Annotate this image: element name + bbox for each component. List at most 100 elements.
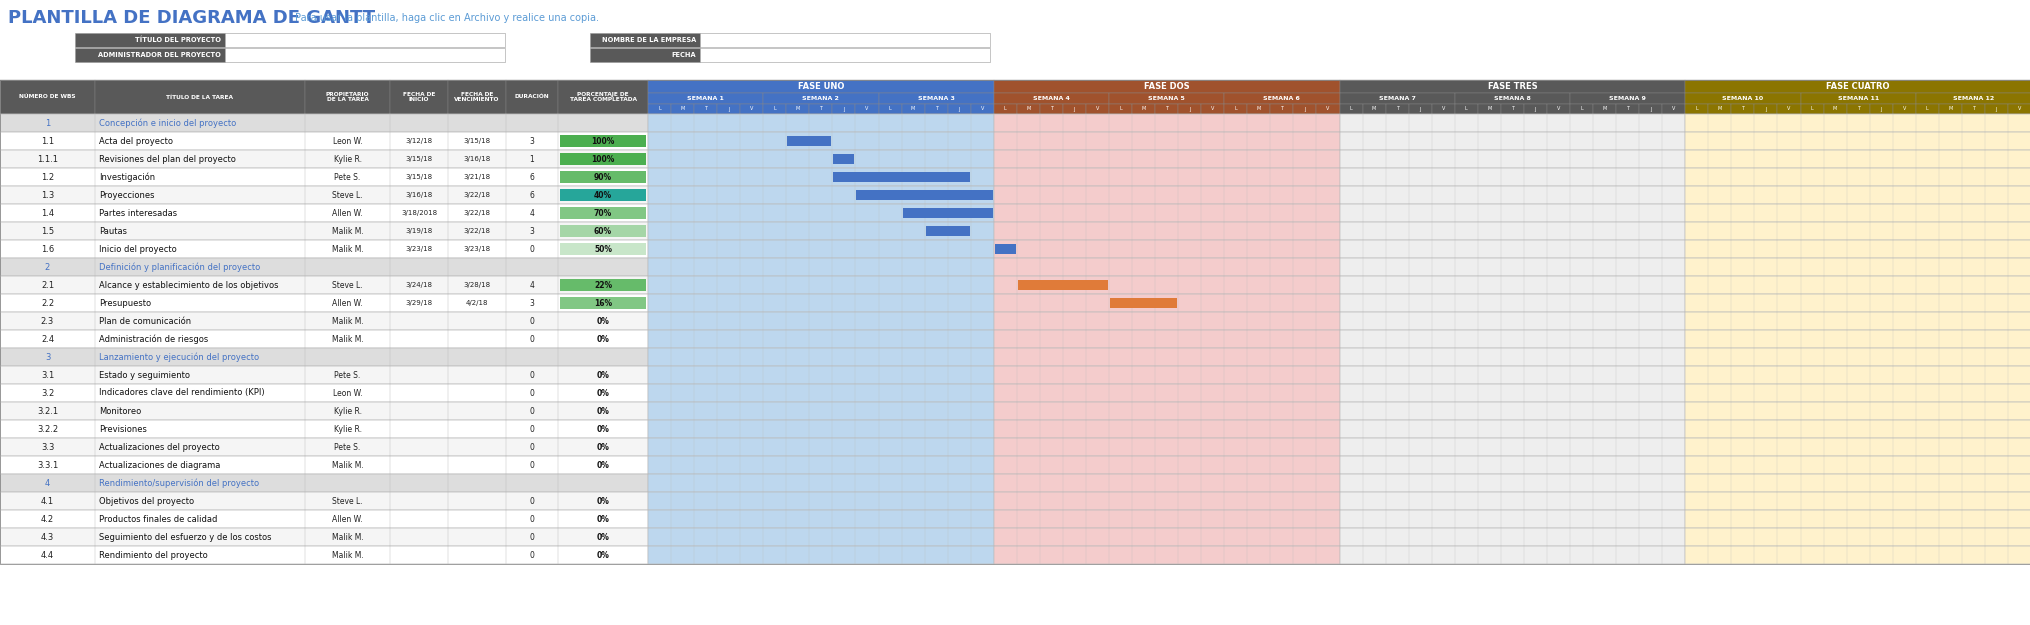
Text: Objetivos del proyecto: Objetivos del proyecto (99, 496, 195, 506)
FancyBboxPatch shape (1685, 80, 2030, 93)
FancyBboxPatch shape (1730, 104, 1754, 114)
FancyBboxPatch shape (1224, 93, 1340, 104)
FancyBboxPatch shape (1017, 280, 1108, 290)
FancyBboxPatch shape (1177, 104, 1200, 114)
Text: 3/15/18: 3/15/18 (463, 138, 491, 144)
Text: L: L (1003, 106, 1007, 111)
FancyBboxPatch shape (1892, 104, 1914, 114)
Text: T: T (1165, 106, 1167, 111)
Text: 0: 0 (530, 244, 534, 254)
Text: FECHA DE
INICIO: FECHA DE INICIO (402, 92, 434, 103)
Text: Revisiones del plan del proyecto: Revisiones del plan del proyecto (99, 154, 235, 164)
FancyBboxPatch shape (739, 104, 763, 114)
Text: M: M (1372, 106, 1376, 111)
FancyBboxPatch shape (0, 438, 648, 456)
FancyBboxPatch shape (648, 474, 993, 492)
FancyBboxPatch shape (1685, 312, 2030, 330)
Text: 1: 1 (530, 154, 534, 164)
FancyBboxPatch shape (993, 330, 1340, 348)
FancyBboxPatch shape (304, 80, 390, 114)
Text: Administración de riesgos: Administración de riesgos (99, 334, 209, 344)
Text: 0%: 0% (597, 371, 609, 379)
FancyBboxPatch shape (1340, 438, 1685, 456)
FancyBboxPatch shape (0, 348, 648, 366)
Text: Investigación: Investigación (99, 173, 154, 182)
Text: 3: 3 (530, 299, 534, 308)
FancyBboxPatch shape (0, 150, 648, 168)
FancyBboxPatch shape (648, 420, 993, 438)
Text: 3/15/18: 3/15/18 (406, 156, 432, 162)
FancyBboxPatch shape (1569, 93, 1685, 104)
Text: SEMANA 3: SEMANA 3 (918, 96, 954, 101)
FancyBboxPatch shape (1340, 474, 1685, 492)
FancyBboxPatch shape (589, 33, 700, 47)
FancyBboxPatch shape (1340, 384, 1685, 402)
FancyBboxPatch shape (993, 312, 1340, 330)
Text: M: M (911, 106, 916, 111)
Text: PROPIETARIO
DE LA TAREA: PROPIETARIO DE LA TAREA (325, 92, 369, 103)
FancyBboxPatch shape (1870, 104, 1892, 114)
FancyBboxPatch shape (993, 240, 1340, 258)
Text: 0: 0 (530, 461, 534, 469)
Text: Malik M.: Malik M. (331, 334, 363, 344)
Text: TÍTULO DE LA TAREA: TÍTULO DE LA TAREA (166, 94, 233, 99)
FancyBboxPatch shape (993, 528, 1340, 546)
Text: 3/18/2018: 3/18/2018 (400, 210, 436, 216)
FancyBboxPatch shape (993, 93, 1108, 104)
Text: Definición y planificación del proyecto: Definición y planificación del proyecto (99, 262, 260, 272)
Text: 6: 6 (530, 191, 534, 199)
FancyBboxPatch shape (1340, 348, 1685, 366)
Text: T: T (1971, 106, 1973, 111)
Text: 100%: 100% (591, 136, 615, 146)
FancyBboxPatch shape (993, 276, 1340, 294)
FancyBboxPatch shape (0, 222, 648, 240)
FancyBboxPatch shape (1340, 456, 1685, 474)
FancyBboxPatch shape (1340, 546, 1685, 564)
FancyBboxPatch shape (1269, 104, 1293, 114)
Text: Malik M.: Malik M. (331, 551, 363, 559)
FancyBboxPatch shape (993, 114, 1340, 132)
FancyBboxPatch shape (589, 48, 700, 62)
FancyBboxPatch shape (1453, 104, 1478, 114)
FancyBboxPatch shape (560, 207, 646, 219)
Text: 40%: 40% (593, 191, 611, 199)
FancyBboxPatch shape (1685, 438, 2030, 456)
Text: V: V (865, 106, 869, 111)
FancyBboxPatch shape (1246, 104, 1269, 114)
FancyBboxPatch shape (0, 132, 648, 150)
Text: 3/23/18: 3/23/18 (406, 246, 432, 252)
FancyBboxPatch shape (1340, 420, 1685, 438)
FancyBboxPatch shape (648, 186, 993, 204)
Text: V: V (1557, 106, 1559, 111)
FancyBboxPatch shape (700, 48, 989, 62)
Text: 6: 6 (530, 173, 534, 181)
Text: T: T (1855, 106, 1859, 111)
Text: 0: 0 (530, 334, 534, 344)
Text: Pautas: Pautas (99, 226, 128, 236)
FancyBboxPatch shape (560, 243, 646, 255)
FancyBboxPatch shape (0, 168, 648, 186)
FancyBboxPatch shape (1340, 528, 1685, 546)
Text: Leon W.: Leon W. (333, 389, 361, 398)
FancyBboxPatch shape (1108, 93, 1224, 104)
Text: 0%: 0% (597, 316, 609, 326)
Text: T: T (1050, 106, 1052, 111)
Text: 16%: 16% (593, 299, 611, 308)
FancyBboxPatch shape (1431, 104, 1453, 114)
FancyBboxPatch shape (648, 438, 993, 456)
Text: 3.2: 3.2 (41, 389, 55, 398)
FancyBboxPatch shape (1017, 104, 1039, 114)
FancyBboxPatch shape (1315, 104, 1340, 114)
FancyBboxPatch shape (0, 240, 648, 258)
Text: 2: 2 (45, 262, 51, 271)
FancyBboxPatch shape (0, 114, 648, 132)
Text: 22%: 22% (593, 281, 611, 289)
FancyBboxPatch shape (1500, 104, 1522, 114)
Text: 1.5: 1.5 (41, 226, 55, 236)
FancyBboxPatch shape (788, 136, 830, 146)
Text: 3.2.1: 3.2.1 (37, 406, 59, 416)
FancyBboxPatch shape (0, 402, 648, 420)
FancyBboxPatch shape (786, 104, 808, 114)
Text: Malik M.: Malik M. (331, 226, 363, 236)
FancyBboxPatch shape (0, 546, 648, 564)
